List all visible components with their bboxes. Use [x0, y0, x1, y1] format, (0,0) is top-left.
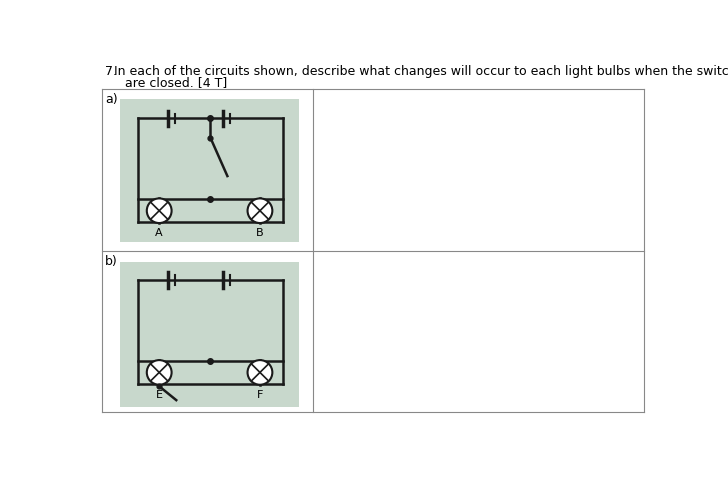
- Bar: [120, 263, 298, 407]
- Bar: [120, 100, 298, 242]
- Circle shape: [147, 199, 172, 224]
- Circle shape: [147, 360, 172, 385]
- Circle shape: [248, 199, 272, 224]
- Text: A: A: [155, 228, 163, 238]
- Text: 7.: 7.: [105, 65, 117, 78]
- Text: b): b): [105, 254, 118, 267]
- Text: E: E: [156, 389, 162, 399]
- Text: are closed. [4 T]: are closed. [4 T]: [125, 76, 227, 89]
- Text: B: B: [256, 228, 264, 238]
- Text: F: F: [257, 389, 263, 399]
- Circle shape: [248, 360, 272, 385]
- Text: In each of the circuits shown, describe what changes will occur to each light bu: In each of the circuits shown, describe …: [114, 65, 728, 78]
- Text: a): a): [105, 93, 118, 106]
